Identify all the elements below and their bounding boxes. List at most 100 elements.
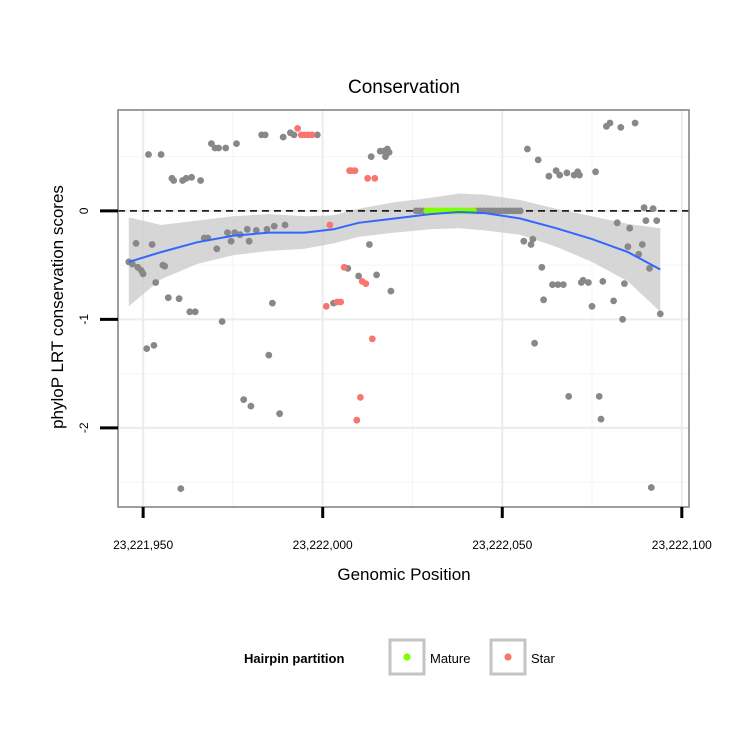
x-tick-label: 23,222,050 xyxy=(472,538,532,552)
data-point-other xyxy=(653,217,661,225)
data-point-star xyxy=(368,335,376,343)
data-point-other xyxy=(549,281,556,288)
smooth-line xyxy=(128,210,661,271)
data-point-other xyxy=(579,276,587,284)
data-point-other xyxy=(132,240,140,247)
y-axis-title: phyloP LRT conservation scores xyxy=(48,185,67,429)
data-point-other xyxy=(366,241,373,248)
plot-panel xyxy=(118,110,689,507)
data-point-other xyxy=(631,119,639,127)
data-point-other xyxy=(261,131,269,139)
x-axis-title: Genomic Position xyxy=(337,565,470,584)
data-point-other xyxy=(270,222,278,230)
data-point-other xyxy=(164,294,172,302)
data-point-other xyxy=(145,151,152,158)
data-point-other xyxy=(290,131,298,139)
data-point-other xyxy=(649,205,657,213)
data-point-other xyxy=(213,245,221,253)
data-point-other xyxy=(218,318,226,325)
data-point-other xyxy=(554,281,562,288)
panel-background xyxy=(118,110,689,507)
data-point-other xyxy=(276,410,283,418)
data-point-other xyxy=(188,173,196,181)
data-point-other xyxy=(263,225,271,233)
x-tick-label: 23,222,000 xyxy=(293,538,353,552)
y-tick-label: -2 xyxy=(77,422,91,433)
data-point-other xyxy=(355,272,362,280)
data-point-star xyxy=(340,263,348,271)
data-point-other xyxy=(538,263,546,271)
data-point-other xyxy=(565,393,573,400)
data-point-other xyxy=(170,177,178,184)
data-point-other xyxy=(247,402,255,410)
data-point-other xyxy=(224,229,231,237)
series-star xyxy=(294,124,379,424)
data-point-other xyxy=(531,339,538,347)
data-point-other xyxy=(626,224,634,232)
data-point-other xyxy=(373,271,380,279)
data-point-other xyxy=(624,243,632,251)
data-point-other xyxy=(540,296,547,304)
data-point-other xyxy=(592,168,599,176)
legend-label-mature: Mature xyxy=(430,651,470,666)
data-point-other xyxy=(139,270,147,278)
data-point-other xyxy=(177,485,185,492)
legend: Hairpin partition Mature Star xyxy=(244,638,556,676)
data-point-other xyxy=(576,171,583,179)
data-point-other xyxy=(638,241,646,248)
data-point-other xyxy=(599,278,607,285)
data-point-other xyxy=(157,151,165,158)
data-point-other xyxy=(524,145,531,153)
data-point-other xyxy=(182,174,190,182)
data-point-other xyxy=(621,280,628,287)
data-point-star xyxy=(308,131,316,139)
x-tick-label: 23,221,950 xyxy=(113,538,173,552)
data-point-other xyxy=(313,131,321,139)
data-point-other xyxy=(243,225,251,233)
data-point-other xyxy=(545,172,553,180)
data-point-other xyxy=(563,169,571,177)
data-point-other xyxy=(269,299,276,307)
data-point-other xyxy=(245,237,253,245)
legend-marker-star xyxy=(504,653,512,661)
data-point-other xyxy=(148,241,156,248)
data-point-other xyxy=(265,351,273,359)
confidence-band xyxy=(128,193,661,312)
data-point-star xyxy=(371,174,379,182)
series-other xyxy=(125,119,664,492)
data-point-other xyxy=(231,229,239,237)
y-tick-label: 0 xyxy=(77,207,91,214)
x-tick-label: 23,222,100 xyxy=(652,538,712,552)
data-point-other xyxy=(150,342,158,349)
data-point-star xyxy=(364,174,371,182)
data-point-other xyxy=(227,237,235,245)
y-tick-label: -1 xyxy=(77,314,91,325)
data-point-other xyxy=(610,297,617,305)
data-point-other xyxy=(222,144,230,152)
data-point-other xyxy=(161,262,169,270)
data-point-other xyxy=(597,415,605,423)
data-point-other xyxy=(143,345,151,352)
data-point-star xyxy=(362,280,370,287)
data-point-other xyxy=(613,219,621,227)
data-point-star xyxy=(351,167,359,175)
data-point-other xyxy=(281,221,289,229)
data-point-other xyxy=(233,140,240,148)
data-point-other xyxy=(385,148,393,156)
data-point-other xyxy=(520,237,528,245)
data-point-other xyxy=(559,281,567,288)
chart-title: Conservation xyxy=(348,77,460,98)
data-point-other xyxy=(606,119,614,127)
data-point-star xyxy=(326,221,334,229)
data-point-other xyxy=(387,287,395,295)
data-point-other xyxy=(367,153,375,161)
data-point-other xyxy=(215,144,223,152)
legend-label-star: Star xyxy=(531,651,556,666)
data-point-other xyxy=(186,308,194,316)
data-point-other xyxy=(619,315,626,323)
data-point-other xyxy=(595,393,603,400)
legend-marker-mature xyxy=(403,653,411,661)
data-point-star xyxy=(322,302,330,310)
data-point-star xyxy=(357,394,364,401)
